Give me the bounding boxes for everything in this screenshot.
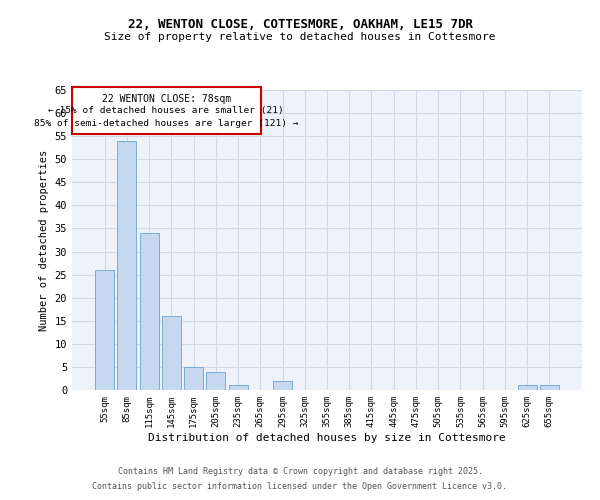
Text: ← 15% of detached houses are smaller (21): ← 15% of detached houses are smaller (21…: [49, 106, 284, 116]
Bar: [518, 386, 536, 390]
Text: Contains public sector information licensed under the Open Government Licence v3: Contains public sector information licen…: [92, 482, 508, 491]
FancyBboxPatch shape: [72, 87, 260, 134]
Bar: [118, 141, 136, 390]
X-axis label: Distribution of detached houses by size in Cottesmore: Distribution of detached houses by size …: [148, 432, 506, 442]
Text: 22, WENTON CLOSE, COTTESMORE, OAKHAM, LE15 7DR: 22, WENTON CLOSE, COTTESMORE, OAKHAM, LE…: [128, 18, 473, 30]
Text: 85% of semi-detached houses are larger (121) →: 85% of semi-detached houses are larger (…: [34, 119, 299, 128]
Text: 22 WENTON CLOSE: 78sqm: 22 WENTON CLOSE: 78sqm: [102, 94, 231, 104]
Bar: [95, 270, 114, 390]
Bar: [162, 316, 181, 390]
Bar: [229, 386, 248, 390]
Text: Size of property relative to detached houses in Cottesmore: Size of property relative to detached ho…: [104, 32, 496, 42]
Y-axis label: Number of detached properties: Number of detached properties: [39, 150, 49, 330]
Text: Contains HM Land Registry data © Crown copyright and database right 2025.: Contains HM Land Registry data © Crown c…: [118, 467, 482, 476]
Bar: [140, 233, 158, 390]
Bar: [184, 367, 203, 390]
Bar: [540, 386, 559, 390]
Bar: [273, 381, 292, 390]
Bar: [206, 372, 225, 390]
